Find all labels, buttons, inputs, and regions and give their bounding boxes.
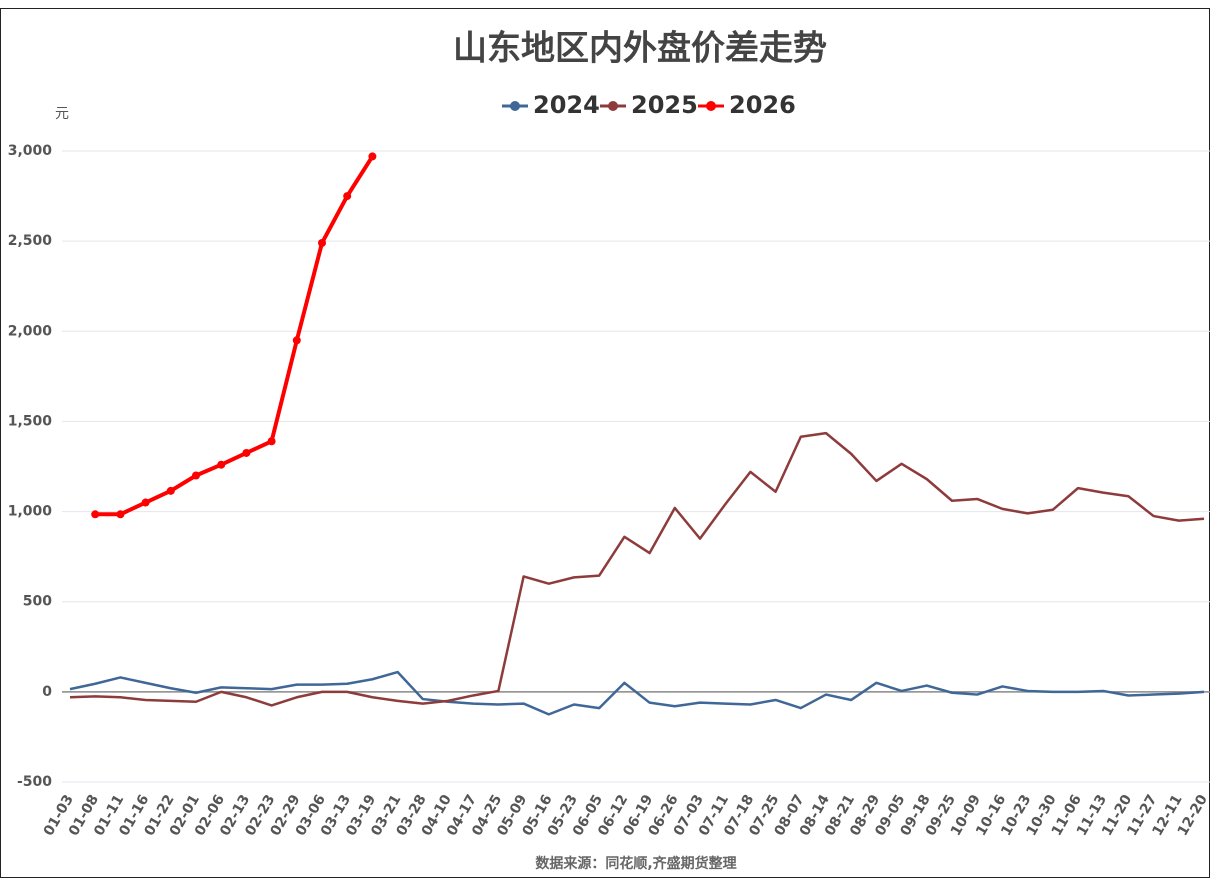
legend-label: 2024 bbox=[533, 91, 600, 119]
legend-label: 2026 bbox=[729, 91, 796, 119]
y-tick-label: 1,500 bbox=[8, 413, 53, 429]
y-unit: 元 bbox=[55, 106, 69, 122]
legend-marker bbox=[510, 101, 520, 111]
legend-marker bbox=[608, 101, 618, 111]
y-tick-label: 2,000 bbox=[8, 323, 53, 339]
y-tick-label: -500 bbox=[17, 774, 52, 790]
series-line bbox=[95, 155, 375, 517]
legend: 2024 2025 2026 bbox=[502, 91, 796, 119]
data-point bbox=[368, 152, 377, 161]
data-point bbox=[292, 336, 301, 345]
series-line bbox=[69, 670, 1205, 716]
y-tick-label: 3,000 bbox=[8, 143, 53, 159]
y-tick-label: 0 bbox=[42, 684, 52, 700]
data-point bbox=[116, 510, 125, 519]
legend-label: 2025 bbox=[631, 91, 698, 119]
source-note: 数据来源：同花顺,齐盛期货整理 bbox=[535, 855, 736, 872]
data-point bbox=[91, 510, 100, 519]
data-point bbox=[343, 192, 352, 201]
data-point bbox=[267, 437, 276, 446]
chart-title: 山东地区内外盘价差走势 bbox=[453, 29, 827, 69]
frame bbox=[0, 8, 1210, 878]
data-point bbox=[242, 448, 251, 457]
series-line bbox=[69, 431, 1205, 707]
data-point bbox=[166, 486, 175, 495]
data-point bbox=[318, 238, 326, 247]
data-point bbox=[217, 460, 226, 469]
y-tick-label: 2,500 bbox=[8, 233, 53, 249]
data-point bbox=[192, 471, 200, 480]
y-tick-label: 1,000 bbox=[8, 504, 53, 520]
y-tick-label: 500 bbox=[23, 594, 52, 610]
data-point bbox=[141, 498, 150, 507]
legend-marker bbox=[706, 101, 716, 111]
